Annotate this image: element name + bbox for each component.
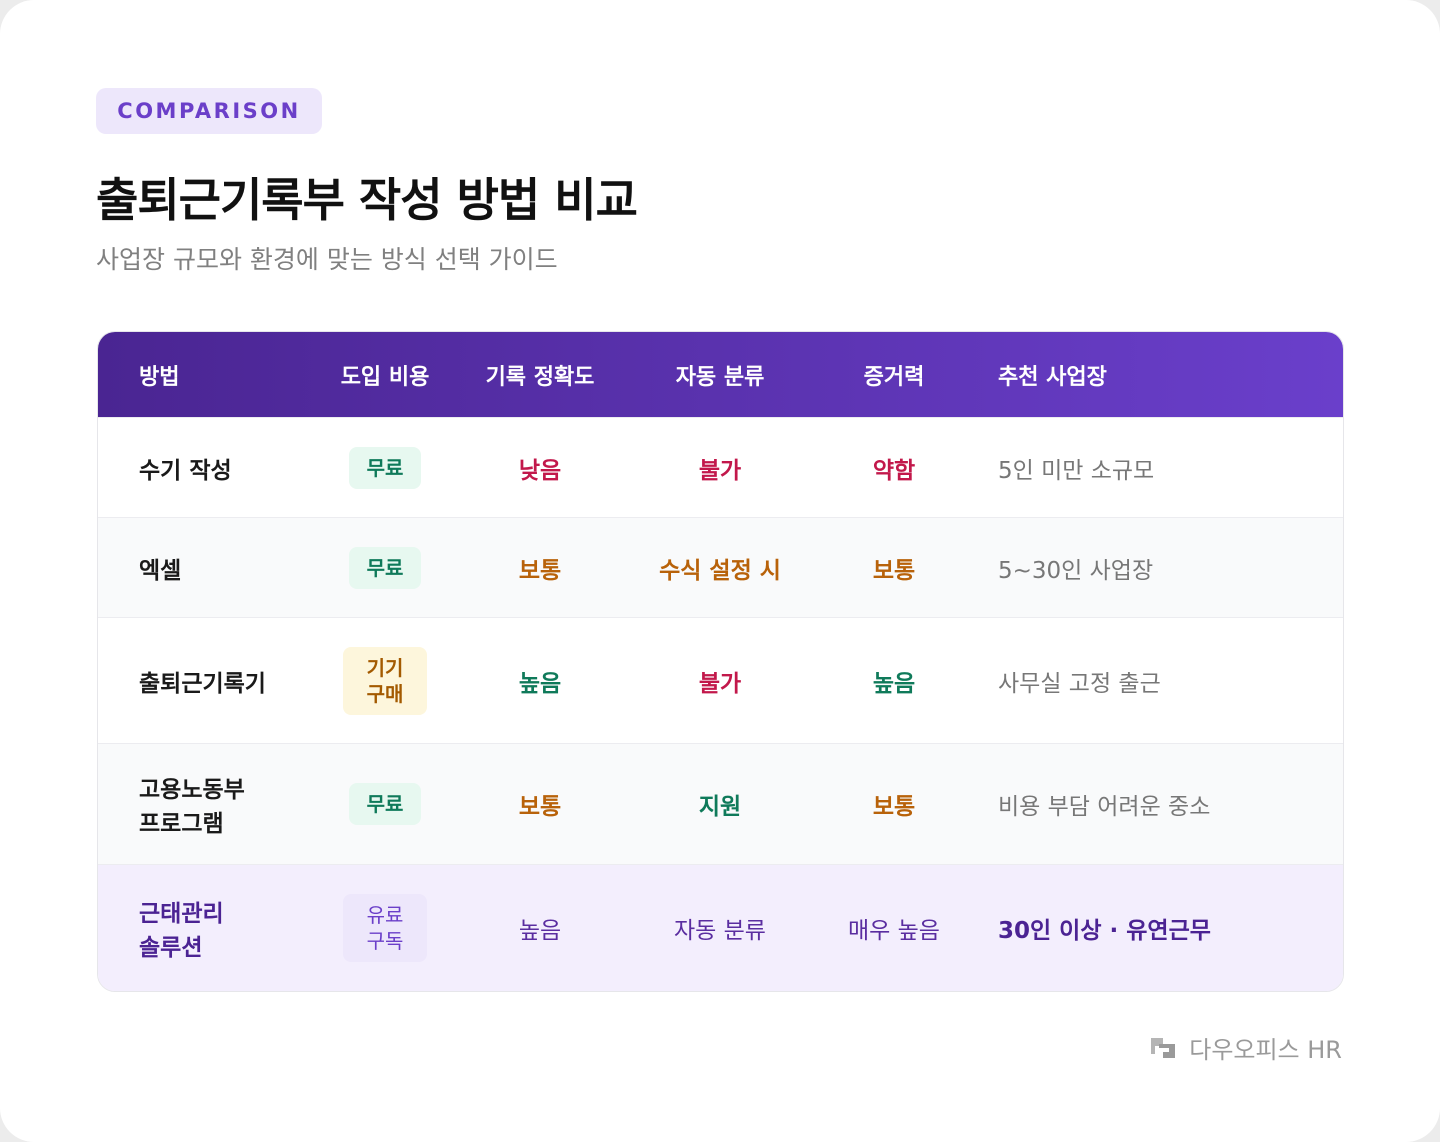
- cell: 보통: [872, 794, 916, 820]
- row: 수기 작성 무료 낮음 불가 약함 5인 미만 소규모: [98, 417, 1343, 517]
- cell: 비용 부담 어려운 중소: [998, 794, 1211, 820]
- cell: 약함: [872, 457, 916, 484]
- cell: 5~30인 사업장: [998, 557, 1154, 584]
- cell: 높음: [518, 918, 562, 944]
- cell: 불가: [698, 670, 742, 697]
- cell: 엑셀: [98, 551, 328, 585]
- cell: 기기 구매: [328, 646, 442, 715]
- cell: 무료: [328, 546, 442, 589]
- cell: 높음: [872, 670, 916, 697]
- cell: 불가: [698, 457, 742, 484]
- cell: 매우 높음: [848, 918, 940, 944]
- cell: 고용노동부 프로그램: [98, 770, 328, 838]
- header-cell: 증거력: [863, 364, 925, 390]
- method: 엑셀: [139, 557, 182, 584]
- cell: 무료: [328, 783, 442, 825]
- cost-pill: 무료: [348, 783, 422, 825]
- method: 수기 작성: [139, 457, 232, 484]
- subtitle: 사업장 규모와 환경에 맞는 방식 선택 가이드: [96, 245, 558, 274]
- title: 출퇴근기록부 작성 방법 비교: [96, 173, 638, 227]
- cost-pill: 기기 구매: [343, 646, 427, 715]
- cell: 수식 설정 시: [659, 557, 781, 584]
- cell: 무료: [328, 446, 442, 489]
- cell: 5인 미만 소규모: [998, 457, 1155, 484]
- row: 출퇴근기록기 기기 구매 높음 불가 높음 사무실 고정 출근: [98, 617, 1343, 743]
- method: 근태관리 솔루션: [139, 901, 224, 961]
- row: 고용노동부 프로그램 무료 보통 지원 보통 비용 부담 어려운 중소: [98, 743, 1343, 864]
- header-cell: 방법: [139, 364, 180, 390]
- row: 엑셀 무료 보통 수식 설정 시 보통 5~30인 사업장: [98, 517, 1343, 617]
- header-cell: 도입 비용: [340, 364, 430, 390]
- header-cell: 자동 분류: [675, 364, 765, 390]
- cell: 높음: [518, 670, 562, 697]
- cell: 유료 구독: [328, 894, 442, 962]
- cell: 출퇴근기록기: [98, 664, 328, 698]
- cell: 낮음: [518, 457, 562, 484]
- cell: 지원: [698, 794, 742, 820]
- cell: 보통: [518, 557, 562, 584]
- method: 고용노동부 프로그램: [139, 777, 245, 837]
- header-cell: 추천 사업장: [998, 364, 1107, 390]
- cell: 근태관리 솔루션: [98, 894, 328, 962]
- row: 근태관리 솔루션 유료 구독 높음 자동 분류 매우 높음 30인 이상 · 유…: [98, 864, 1343, 991]
- method: 출퇴근기록기: [139, 670, 266, 697]
- header-row: 방법 도입 비용 기록 정확도 자동 분류 증거력 추천 사업장: [98, 332, 1343, 417]
- tag: COMPARISON: [96, 88, 322, 134]
- cell: 보통: [518, 794, 562, 820]
- cell: 자동 분류: [674, 918, 766, 944]
- cell: 수기 작성: [98, 451, 328, 485]
- logo-icon: [1151, 1037, 1176, 1058]
- brand: 다우오피스 HR: [1189, 1036, 1342, 1064]
- cost-pill: 무료: [348, 546, 422, 589]
- header-cell: 기록 정확도: [485, 364, 595, 390]
- table: 방법 도입 비용 기록 정확도 자동 분류 증거력 추천 사업장 수기 작성 무…: [97, 331, 1344, 992]
- cell: 보통: [872, 557, 916, 584]
- footer: 다우오피스 HR: [1147, 1030, 1342, 1065]
- cost-pill: 유료 구독: [343, 894, 427, 962]
- cell: 사무실 고정 출근: [998, 670, 1161, 697]
- cost-pill: 무료: [348, 446, 422, 489]
- cell: 30인 이상 · 유연근무: [998, 918, 1211, 944]
